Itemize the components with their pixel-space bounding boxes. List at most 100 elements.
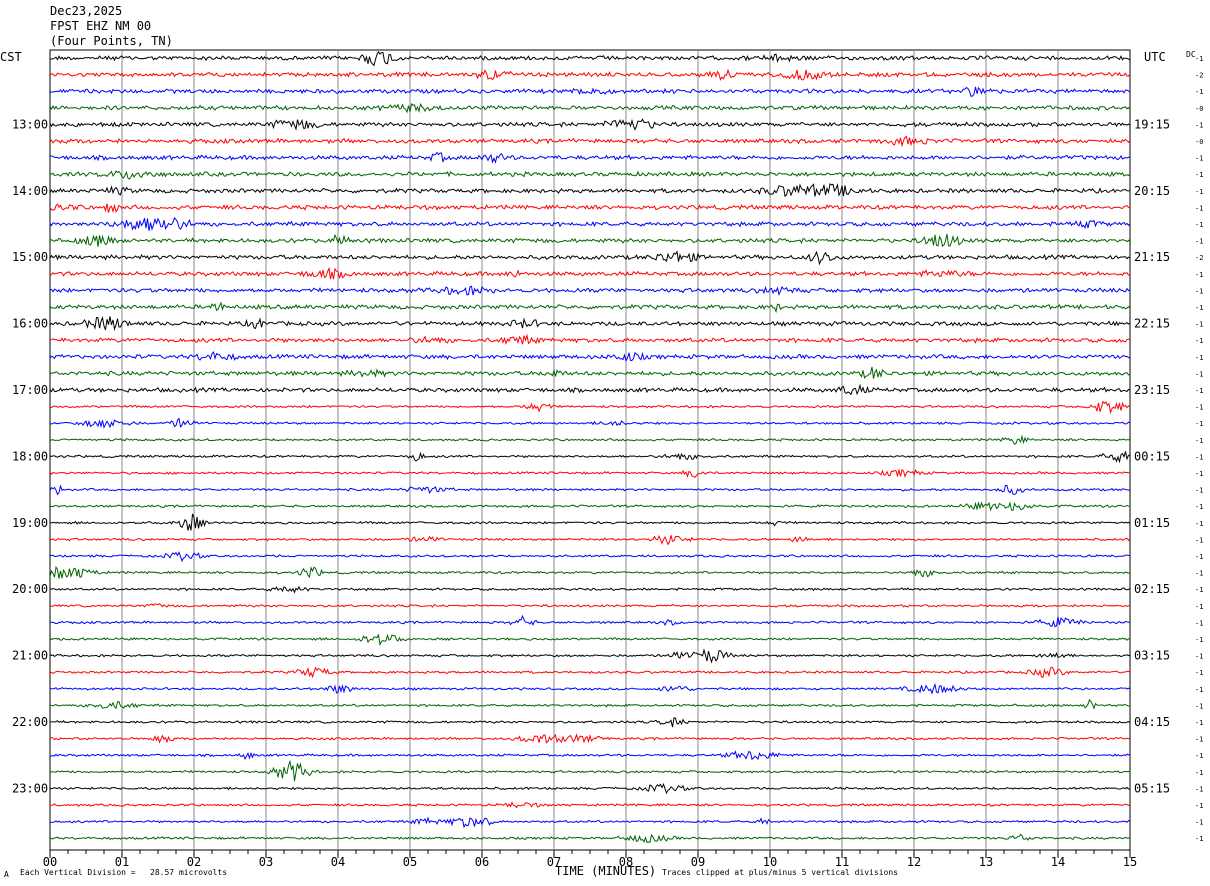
- dc-offset-label: -1: [1195, 785, 1203, 793]
- right-hour-label: 19:15: [1134, 117, 1170, 131]
- trace-line: [49, 86, 1131, 97]
- right-hour-label: 02:15: [1134, 582, 1170, 596]
- trace-line: [49, 383, 1131, 396]
- trace-line: [49, 68, 1131, 81]
- trace-line: [49, 315, 1131, 332]
- trace-line: [49, 759, 1131, 782]
- trace-line: [49, 400, 1131, 415]
- x-axis-title: TIME (MINUTES): [555, 864, 657, 878]
- dc-offset-label: -1: [1195, 686, 1203, 694]
- x-tick-label: 14: [1051, 855, 1065, 869]
- trace-line: [50, 513, 1131, 531]
- x-tick-label: 12: [907, 855, 921, 869]
- trace-line: [49, 468, 1131, 479]
- dc-offset-label: -1: [1195, 719, 1203, 727]
- x-tick-label: 07: [547, 855, 561, 869]
- right-timezone: UTC: [1144, 50, 1166, 64]
- dc-offset-label: -0: [1195, 138, 1203, 146]
- dc-offset-label: -1: [1195, 171, 1203, 179]
- trace-line: [49, 434, 1131, 445]
- trace-line: [49, 534, 1131, 546]
- trace-line: [49, 551, 1131, 563]
- right-hour-label: 05:15: [1134, 781, 1170, 795]
- dc-offset-label: -1: [1195, 221, 1203, 229]
- dc-offset-label: -1: [1195, 802, 1203, 810]
- dc-offset-label: -1: [1195, 669, 1203, 677]
- trace-line: [49, 717, 1131, 728]
- dc-offset-label: -1: [1195, 238, 1203, 246]
- dc-offset-label: -1: [1195, 586, 1203, 594]
- dc-offset-label: -1: [1195, 603, 1203, 611]
- trace-line: [49, 833, 1131, 844]
- dc-offset-label: -1: [1195, 321, 1203, 329]
- right-hour-label: 21:15: [1134, 250, 1170, 264]
- trace-line: [49, 683, 1131, 695]
- x-tick-label: 01: [115, 855, 129, 869]
- dc-offset-label: -1: [1195, 121, 1203, 129]
- left-hour-label: 18:00: [12, 449, 48, 463]
- dc-offset-label: -1: [1195, 619, 1203, 627]
- trace-line: [49, 350, 1131, 362]
- dc-offset-label: -1: [1195, 404, 1203, 412]
- trace-line: [49, 183, 1131, 198]
- left-hour-label: 19:00: [12, 516, 48, 530]
- left-hour-label: 16:00: [12, 317, 48, 331]
- clipping-note: Traces clipped at plus/minus 5 vertical …: [662, 868, 899, 877]
- x-tick-label: 10: [763, 855, 777, 869]
- dc-offset-label: -1: [1195, 271, 1203, 279]
- dc-offset-label: -1: [1195, 570, 1203, 578]
- trace-line: [49, 816, 1131, 829]
- trace-line: [49, 266, 1130, 280]
- dc-offset-label: -1: [1195, 819, 1203, 827]
- trace-line: [49, 50, 1131, 67]
- trace-line: [49, 285, 1131, 297]
- right-hour-label: 03:15: [1134, 649, 1170, 663]
- x-tick-label: 04: [331, 855, 345, 869]
- dc-offset-label: -1: [1195, 487, 1203, 495]
- right-hour-label: 01:15: [1134, 516, 1170, 530]
- right-hour-label: 23:15: [1134, 383, 1170, 397]
- right-hour-label: 20:15: [1134, 184, 1170, 198]
- trace-line: [49, 585, 1131, 594]
- trace-line: [49, 151, 1131, 164]
- x-tick-label: 02: [187, 855, 201, 869]
- x-tick-label: 11: [835, 855, 849, 869]
- x-tick-label: 09: [691, 855, 705, 869]
- left-hour-label: 23:00: [12, 781, 48, 795]
- dc-offset-label: -1: [1195, 470, 1203, 478]
- plot-grid: [49, 49, 1131, 851]
- dc-offset-label: -1: [1195, 337, 1203, 345]
- trace-line: [49, 250, 1131, 266]
- dc-offset-label: -1: [1195, 188, 1203, 196]
- trace-line: [49, 801, 1131, 809]
- trace-line: [49, 565, 1131, 579]
- dc-offset-label: -0: [1195, 105, 1203, 113]
- dc-offset-label: -1: [1195, 370, 1203, 378]
- trace-line: [49, 102, 1131, 114]
- trace-line: [50, 501, 1131, 512]
- right-hour-label: 00:15: [1134, 449, 1170, 463]
- trace-line: [49, 366, 1131, 379]
- trace-line: [49, 417, 1131, 429]
- dc-offset-label: -2: [1195, 254, 1203, 262]
- dc-offset-label: -1: [1195, 420, 1203, 428]
- dc-offset-label: -1: [1195, 736, 1203, 744]
- vertical-division-scale: Each Vertical Division = 28.57 microvolt…: [20, 868, 228, 877]
- trace-line: [49, 782, 1131, 795]
- x-tick-label: 00: [43, 855, 57, 869]
- trace-line: [49, 666, 1131, 679]
- trace-line: [49, 451, 1131, 464]
- plot-date: Dec23,2025: [50, 4, 123, 18]
- x-tick-label: 03: [259, 855, 273, 869]
- axis-labels: 00 01 02 03 04 05 06 07 08 09 10 11 12 13 14 15 -1 -2 -1 -0…: [12, 55, 1203, 869]
- dc-offset-label: -1: [1195, 204, 1203, 212]
- trace-line: [49, 603, 1131, 608]
- left-hour-label: 13:00: [12, 117, 48, 131]
- trace-line: [49, 301, 1131, 314]
- trace-line: [49, 135, 1131, 148]
- trace-line: [49, 170, 1131, 180]
- left-hour-label: 21:00: [12, 649, 48, 663]
- dc-offset-label: -1: [1195, 287, 1203, 295]
- left-hour-label: 22:00: [12, 715, 48, 729]
